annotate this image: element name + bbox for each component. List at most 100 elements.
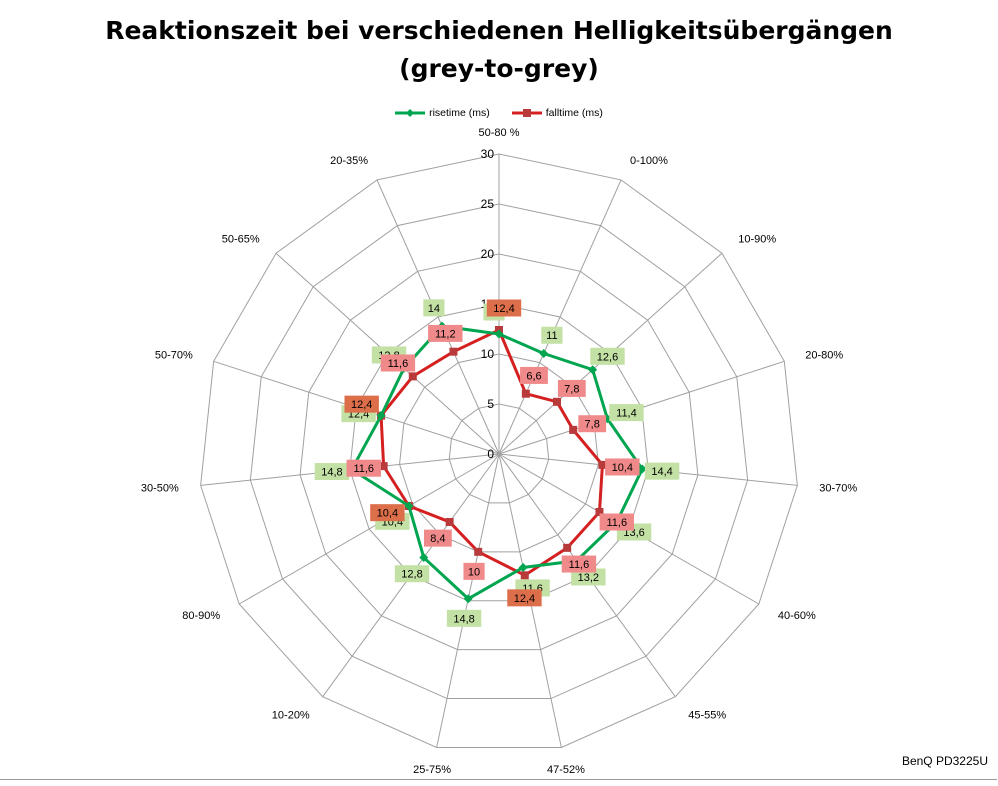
falltime-point bbox=[563, 543, 572, 552]
category-label: 10-90% bbox=[738, 234, 776, 246]
falltime-data-label: 11,2 bbox=[435, 328, 456, 340]
falltime-data-label-bg bbox=[370, 504, 405, 522]
falltime-data-label-bg bbox=[486, 299, 522, 317]
falltime-data-label-bg bbox=[578, 415, 607, 433]
falltime-data-label-bg bbox=[507, 589, 542, 607]
falltime-line bbox=[379, 328, 604, 577]
category-label: 80-90% bbox=[182, 610, 220, 622]
falltime-data-label: 12,4 bbox=[493, 303, 514, 315]
grid-spoke bbox=[498, 179, 622, 455]
falltime-point bbox=[449, 347, 458, 356]
grid-ring bbox=[399, 353, 599, 553]
falltime-data-label: 11,6 bbox=[569, 559, 590, 571]
risetime-data-label: 14,8 bbox=[321, 467, 342, 479]
falltime-data-label: 11,6 bbox=[606, 517, 627, 529]
risetime-point bbox=[588, 365, 598, 375]
risetime-point bbox=[376, 411, 386, 421]
grid-ring bbox=[349, 303, 649, 602]
legend-falltime-label: falltime (ms) bbox=[545, 107, 603, 119]
falltime-data-label: 10,4 bbox=[612, 462, 633, 474]
risetime-data-label: 14,4 bbox=[651, 466, 672, 478]
falltime-point bbox=[552, 397, 561, 406]
falltime-data-label-bg bbox=[380, 354, 416, 372]
category-label: 47-52% bbox=[547, 764, 585, 776]
risetime-point bbox=[518, 562, 528, 572]
risetime-data-label-bg bbox=[423, 299, 445, 317]
falltime-data-label-bg bbox=[520, 366, 548, 384]
risetime-point bbox=[539, 349, 549, 359]
grid-spoke bbox=[376, 179, 500, 455]
falltime-data-label-bg bbox=[463, 562, 485, 580]
category-label: 50-65% bbox=[222, 234, 260, 246]
category-labels: 50-80 % 0-100% 10-90% 20-80% 30-70% 40-60% 45-… bbox=[141, 127, 858, 776]
category-label: 30-50% bbox=[141, 483, 179, 495]
falltime-data-label-bg bbox=[557, 379, 586, 397]
grid-ring bbox=[249, 203, 749, 700]
category-label: 10-20% bbox=[272, 710, 310, 722]
risetime-data-label-bg bbox=[446, 609, 482, 627]
falltime-point bbox=[598, 460, 607, 469]
radial-tick-label: 10 bbox=[481, 347, 495, 361]
category-label: 25-75% bbox=[413, 764, 451, 776]
legend-item-falltime: falltime (ms) bbox=[511, 107, 603, 119]
risetime-data-label: 13,2 bbox=[578, 572, 599, 584]
radial-tick-label: 30 bbox=[481, 147, 495, 161]
falltime-data-label: 11,6 bbox=[353, 463, 374, 475]
category-label: 0-100% bbox=[630, 155, 668, 167]
radial-tick-label: 20 bbox=[481, 247, 495, 261]
falltime-data-label-bg bbox=[346, 459, 381, 477]
risetime-point bbox=[463, 594, 473, 604]
category-label: 20-35% bbox=[330, 155, 368, 167]
falltime-point bbox=[520, 571, 529, 580]
falltime-data-label: 7,8 bbox=[564, 383, 579, 395]
data-labels: 1212,4116,612,67,811,47,814,410,413,611,… bbox=[314, 299, 680, 627]
risetime-data-label: 12,8 bbox=[401, 569, 422, 581]
risetime-line bbox=[350, 324, 644, 601]
category-label: 50-80 % bbox=[479, 127, 520, 139]
chart-title-line-2: (grey-to-grey) bbox=[399, 54, 599, 83]
risetime-point bbox=[637, 464, 647, 474]
risetime-data-label: 11 bbox=[546, 330, 557, 342]
falltime-point bbox=[445, 517, 454, 526]
falltime-point bbox=[474, 547, 483, 556]
falltime-data-label: 8,4 bbox=[430, 533, 445, 545]
falltime-data-label-bg bbox=[428, 324, 463, 342]
risetime-data-label-bg bbox=[541, 326, 563, 344]
risetime-data-label-bg bbox=[314, 463, 350, 481]
category-label: 50-70% bbox=[155, 349, 193, 361]
falltime-data-label: 12,4 bbox=[514, 593, 535, 605]
radial-tick-label: 5 bbox=[487, 397, 494, 411]
risetime-data-label: 11,4 bbox=[616, 408, 637, 420]
risetime-data-label: 14,8 bbox=[453, 613, 474, 625]
risetime-data-label-bg bbox=[590, 347, 625, 365]
falltime-point bbox=[379, 462, 388, 471]
legend-item-risetime: risetime (ms) bbox=[395, 107, 490, 119]
credit-text: BenQ PD3225U bbox=[901, 754, 988, 768]
falltime-point bbox=[521, 389, 530, 398]
risetime-data-label: 12,6 bbox=[597, 351, 618, 363]
risetime-data-label-bg bbox=[394, 565, 430, 583]
falltime-data-label: 11,6 bbox=[388, 358, 409, 370]
grid-ring bbox=[200, 153, 798, 748]
falltime-data-label-bg bbox=[344, 395, 379, 413]
risetime-point bbox=[419, 553, 429, 563]
legend-risetime-label: risetime (ms) bbox=[429, 107, 490, 119]
falltime-data-label: 7,8 bbox=[585, 419, 600, 431]
grid-ring bbox=[299, 253, 699, 651]
radial-tick-label: 25 bbox=[481, 197, 495, 211]
falltime-point bbox=[595, 508, 604, 516]
category-label: 30-70% bbox=[819, 483, 857, 495]
risetime-data-label-bg bbox=[609, 404, 644, 422]
chart-title: Reaktionszeit bei verschiedenen Helligke… bbox=[0, 12, 998, 88]
chart-title-line-1: Reaktionszeit bei verschiedenen Helligke… bbox=[105, 16, 893, 45]
radar-grid bbox=[200, 153, 798, 748]
legend: risetime (ms) falltime (ms) bbox=[0, 103, 998, 123]
grid-spoke bbox=[238, 453, 500, 605]
category-label: 45-55% bbox=[688, 710, 726, 722]
falltime-data-label-bg bbox=[605, 458, 640, 476]
falltime-data-label-bg bbox=[423, 529, 452, 547]
falltime-data-label-bg bbox=[561, 555, 597, 573]
falltime-data-label: 10,4 bbox=[377, 508, 398, 520]
